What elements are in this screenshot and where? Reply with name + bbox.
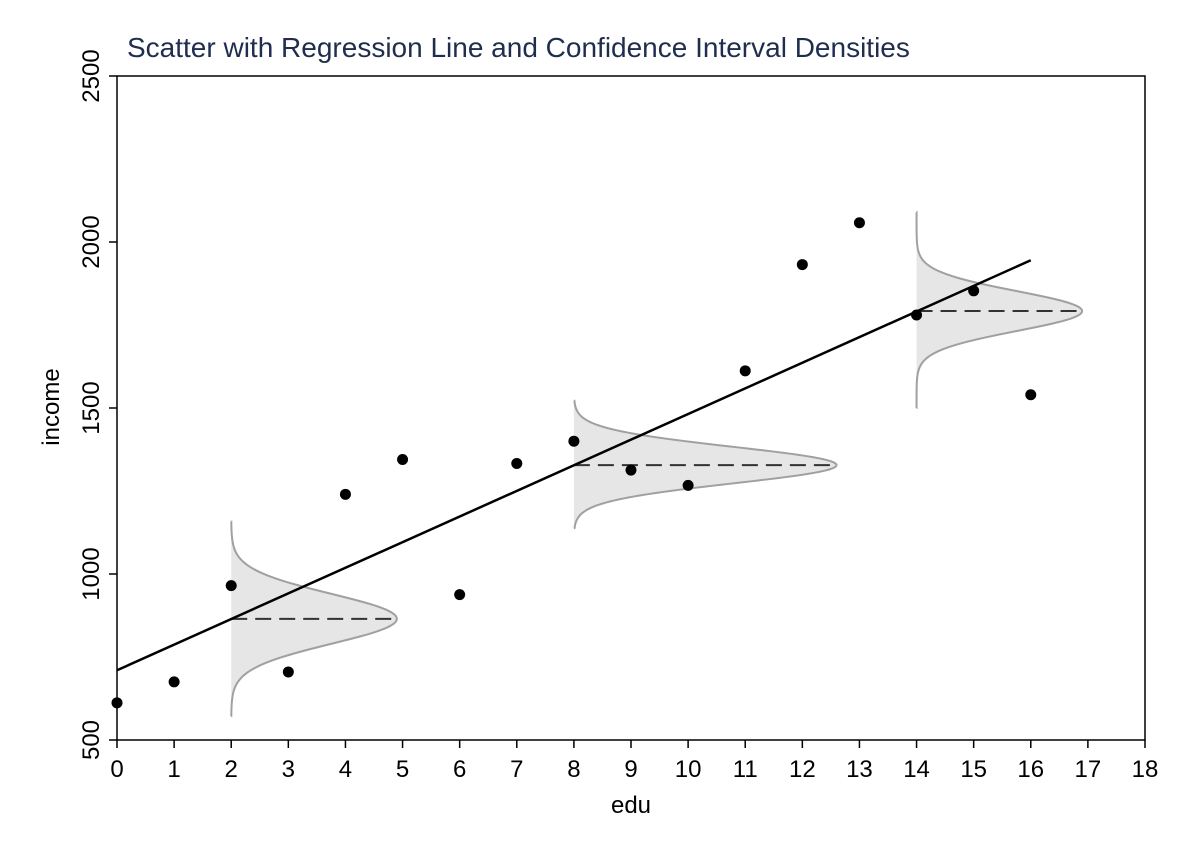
x-tick-label-0: 0 bbox=[110, 756, 123, 783]
x-tick-label-12: 12 bbox=[789, 756, 816, 783]
data-point-1 bbox=[168, 676, 180, 688]
data-point-0 bbox=[111, 697, 123, 709]
x-tick-label-2: 2 bbox=[225, 756, 238, 783]
x-tick-label-16: 16 bbox=[1017, 756, 1044, 783]
x-tick-label-18: 18 bbox=[1132, 756, 1159, 783]
y-axis-label: income bbox=[38, 368, 65, 445]
data-point-15 bbox=[968, 285, 980, 297]
y-tick-label-1: 1000 bbox=[78, 547, 105, 600]
x-tick-label-7: 7 bbox=[510, 756, 523, 783]
x-tick-label-9: 9 bbox=[624, 756, 637, 783]
x-tick-label-3: 3 bbox=[282, 756, 295, 783]
data-point-4 bbox=[339, 488, 351, 500]
x-tick-label-1: 1 bbox=[167, 756, 180, 783]
data-point-10 bbox=[682, 479, 694, 491]
data-point-9 bbox=[625, 464, 637, 476]
x-tick-label-17: 17 bbox=[1075, 756, 1102, 783]
x-tick-label-6: 6 bbox=[453, 756, 466, 783]
x-tick-label-13: 13 bbox=[846, 756, 873, 783]
data-point-6 bbox=[454, 589, 466, 601]
regression-line bbox=[116, 259, 1032, 672]
y-tick-label-0: 500 bbox=[78, 720, 105, 760]
data-point-13 bbox=[853, 217, 865, 229]
data-point-12 bbox=[796, 259, 808, 271]
density-curve-2 bbox=[915, 210, 1084, 409]
x-axis-label: edu bbox=[611, 792, 651, 819]
y-tick-label-4: 2500 bbox=[78, 49, 105, 102]
data-point-8 bbox=[568, 435, 580, 447]
x-tick-label-4: 4 bbox=[339, 756, 352, 783]
regression-layer bbox=[116, 259, 1032, 672]
x-tick-label-14: 14 bbox=[903, 756, 930, 783]
density-layer bbox=[230, 210, 1084, 718]
data-point-16 bbox=[1025, 389, 1037, 401]
y-tick-label-3: 2000 bbox=[78, 215, 105, 268]
x-tick-label-8: 8 bbox=[567, 756, 580, 783]
chart-title: Scatter with Regression Line and Confide… bbox=[127, 32, 910, 63]
density-curve-1 bbox=[573, 399, 838, 530]
x-tick-label-10: 10 bbox=[675, 756, 702, 783]
data-point-2 bbox=[225, 580, 237, 592]
data-point-7 bbox=[511, 457, 523, 469]
data-point-14 bbox=[911, 309, 923, 321]
x-tick-label-15: 15 bbox=[960, 756, 987, 783]
data-point-5 bbox=[397, 453, 409, 465]
x-tick-label-11: 11 bbox=[733, 756, 758, 783]
axes-layer: 0 1 2 3 4 5 6 7 8 9 10 11 12 13 14 15 16 17 18500100015002… bbox=[78, 49, 1158, 783]
points-layer bbox=[111, 217, 1037, 709]
x-tick-label-5: 5 bbox=[396, 756, 409, 783]
data-point-3 bbox=[282, 666, 294, 678]
data-point-11 bbox=[739, 365, 751, 377]
y-tick-label-2: 1500 bbox=[78, 381, 105, 434]
density-curve-0 bbox=[230, 520, 398, 718]
